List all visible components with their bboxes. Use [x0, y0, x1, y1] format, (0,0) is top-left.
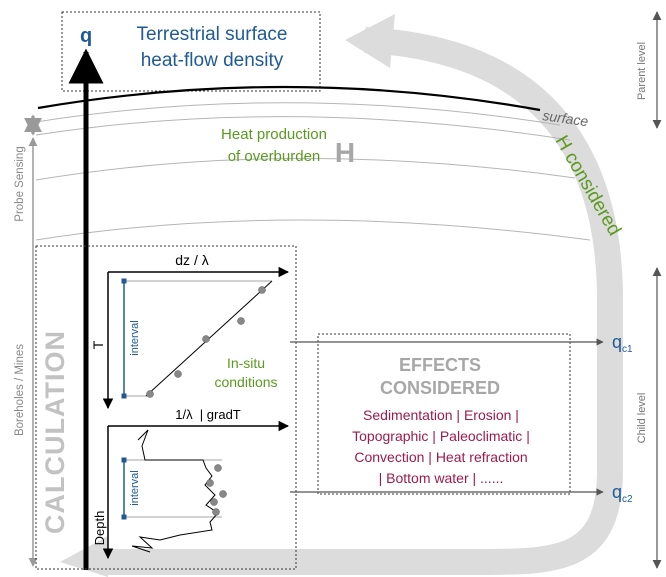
effects-line: Topographic | Paleoclimatic |	[352, 428, 530, 444]
plot1-data-point	[237, 317, 245, 325]
plot1-interval-label: interval	[129, 320, 141, 355]
plot1-interval-cap-bottom	[121, 393, 127, 399]
plot2-data-point	[219, 490, 227, 498]
surface-label: surface	[542, 107, 590, 129]
probe-sensing-label: Probe Sensing	[14, 146, 26, 221]
effects-box	[317, 333, 571, 495]
heat-production-line2: of overburden	[228, 148, 321, 165]
plot2-data-point	[210, 498, 218, 506]
plot1-x-label: dz / λ	[175, 252, 208, 268]
layer-line	[35, 116, 571, 141]
plot1-data-point	[174, 370, 182, 378]
title-line2: heat-flow density	[141, 50, 284, 71]
layer-line	[35, 102, 561, 126]
qc2-label: qc2	[612, 482, 633, 505]
boreholes-label: Boreholes / Mines	[14, 344, 26, 436]
child-level-label: Child level	[636, 393, 648, 444]
effects-title1: EFFECTS	[399, 355, 481, 375]
h-considered-loop-arrow	[100, 27, 623, 575]
effects-line: Convection | Heat refraction	[354, 449, 527, 465]
effects-title2: CONSIDERED	[380, 378, 500, 398]
calculation-label: CALCULATION	[40, 330, 70, 534]
calculation-box	[35, 245, 297, 570]
q-symbol: q	[80, 25, 92, 47]
plot2-interval-label: interval	[129, 470, 141, 505]
layer-line	[35, 219, 591, 241]
heat-production-line1: Heat production	[221, 126, 327, 143]
loop-arrowhead-top	[345, 14, 395, 68]
plot2-interval-cap-bottom	[121, 514, 127, 520]
surface-line	[37, 85, 541, 112]
plot2-gradient-curve	[131, 429, 219, 553]
plot2-y-label: Depth	[92, 511, 107, 546]
qc1-label: qc1	[612, 332, 633, 355]
insitu-line2: conditions	[214, 374, 277, 390]
effects-line: | Bottom water | ......	[379, 470, 504, 486]
parent-level-label: Parent level	[636, 42, 648, 100]
heat-production-symbol: H	[335, 137, 355, 168]
plot1-data-point	[202, 335, 210, 343]
layer-line	[35, 158, 576, 181]
plot1-y-label: T	[90, 340, 106, 349]
plot2-data-point	[214, 464, 222, 472]
plot2-data-point	[206, 479, 214, 487]
title-line1: Terrestrial surface	[137, 24, 288, 45]
insitu-line1: In-situ	[227, 355, 265, 371]
effects-line: Sedimentation | Erosion |	[363, 407, 519, 423]
plot2-interval-cap-top	[121, 457, 127, 463]
plot2-data-point	[212, 508, 220, 516]
plot2-x-label: 1/λ | gradT	[175, 407, 241, 422]
plot1-interval-cap-top	[121, 278, 127, 284]
plot1-data-point	[146, 390, 154, 398]
plot1-data-point	[258, 286, 266, 294]
